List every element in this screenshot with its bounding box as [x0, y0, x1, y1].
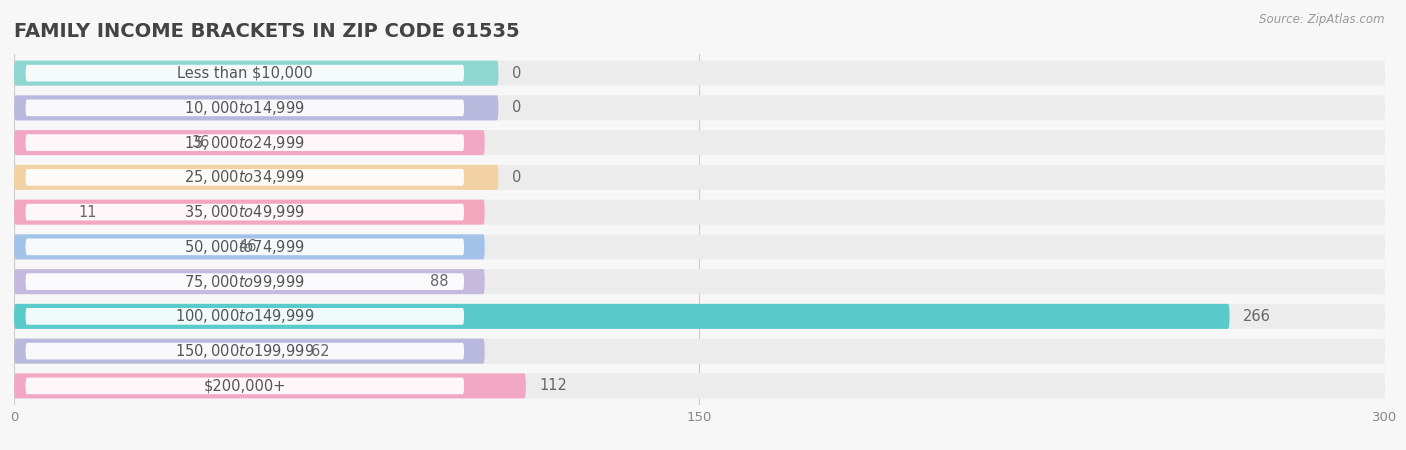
Text: $100,000 to $149,999: $100,000 to $149,999 [176, 307, 315, 325]
FancyBboxPatch shape [14, 234, 1385, 259]
FancyBboxPatch shape [14, 130, 485, 155]
Text: $10,000 to $14,999: $10,000 to $14,999 [184, 99, 305, 117]
FancyBboxPatch shape [14, 304, 1229, 329]
FancyBboxPatch shape [14, 95, 499, 121]
Text: $15,000 to $24,999: $15,000 to $24,999 [184, 134, 305, 152]
FancyBboxPatch shape [14, 200, 1385, 225]
FancyBboxPatch shape [25, 99, 464, 116]
Text: $150,000 to $199,999: $150,000 to $199,999 [176, 342, 315, 360]
FancyBboxPatch shape [25, 378, 464, 394]
Text: 0: 0 [512, 100, 522, 115]
Text: 112: 112 [540, 378, 568, 393]
FancyBboxPatch shape [14, 374, 1385, 398]
Text: $75,000 to $99,999: $75,000 to $99,999 [184, 273, 305, 291]
FancyBboxPatch shape [14, 61, 1385, 86]
FancyBboxPatch shape [25, 308, 464, 325]
FancyBboxPatch shape [14, 374, 526, 398]
FancyBboxPatch shape [25, 204, 464, 220]
Text: Less than $10,000: Less than $10,000 [177, 66, 312, 81]
FancyBboxPatch shape [25, 343, 464, 360]
FancyBboxPatch shape [14, 234, 485, 259]
Text: $25,000 to $34,999: $25,000 to $34,999 [184, 168, 305, 186]
Text: 0: 0 [512, 66, 522, 81]
FancyBboxPatch shape [14, 165, 499, 190]
Text: 88: 88 [430, 274, 449, 289]
FancyBboxPatch shape [14, 269, 485, 294]
FancyBboxPatch shape [14, 338, 485, 364]
FancyBboxPatch shape [25, 169, 464, 186]
FancyBboxPatch shape [14, 61, 499, 86]
FancyBboxPatch shape [14, 200, 485, 225]
Text: $50,000 to $74,999: $50,000 to $74,999 [184, 238, 305, 256]
FancyBboxPatch shape [25, 65, 464, 81]
FancyBboxPatch shape [14, 304, 1385, 329]
FancyBboxPatch shape [14, 269, 1385, 294]
FancyBboxPatch shape [25, 134, 464, 151]
Text: 0: 0 [512, 170, 522, 185]
FancyBboxPatch shape [14, 165, 1385, 190]
FancyBboxPatch shape [14, 95, 1385, 121]
FancyBboxPatch shape [25, 238, 464, 255]
Text: FAMILY INCOME BRACKETS IN ZIP CODE 61535: FAMILY INCOME BRACKETS IN ZIP CODE 61535 [14, 22, 520, 41]
FancyBboxPatch shape [25, 273, 464, 290]
Text: $35,000 to $49,999: $35,000 to $49,999 [184, 203, 305, 221]
Text: 62: 62 [311, 344, 329, 359]
Text: Source: ZipAtlas.com: Source: ZipAtlas.com [1260, 14, 1385, 27]
FancyBboxPatch shape [14, 130, 1385, 155]
Text: 266: 266 [1243, 309, 1271, 324]
Text: $200,000+: $200,000+ [204, 378, 285, 393]
Text: 46: 46 [238, 239, 256, 254]
FancyBboxPatch shape [14, 338, 1385, 364]
Text: 36: 36 [193, 135, 211, 150]
Text: 11: 11 [79, 205, 97, 220]
